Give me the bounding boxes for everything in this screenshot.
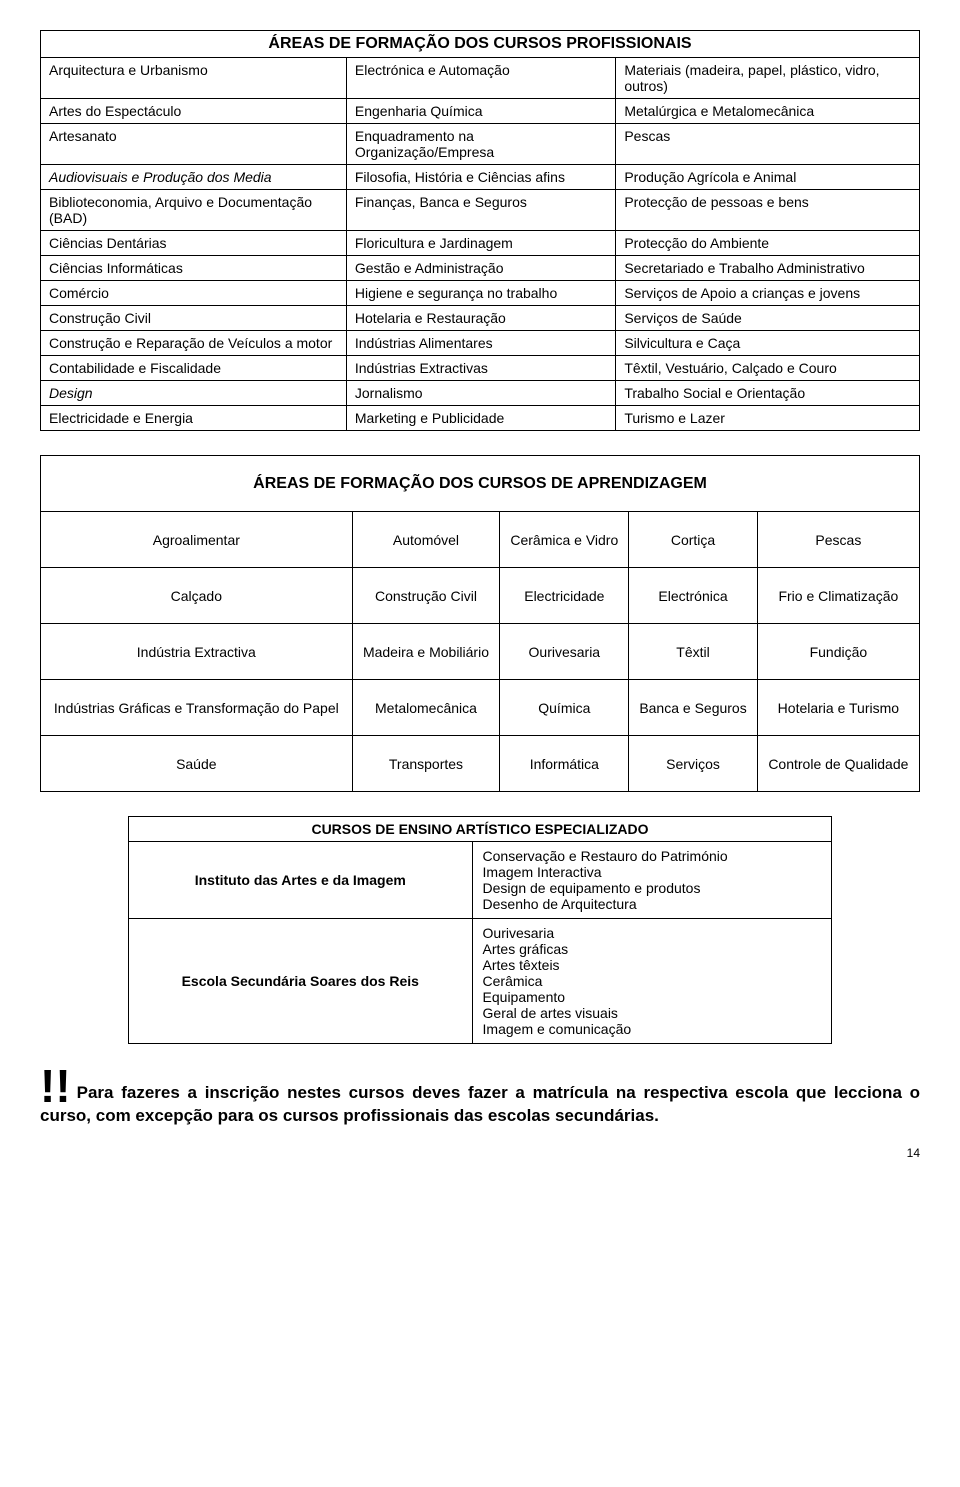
table-cell: Electricidade bbox=[500, 568, 629, 624]
table-row: Artes do EspectáculoEngenharia QuímicaMe… bbox=[41, 99, 920, 124]
table-cell: Enquadramento na Organização/Empresa bbox=[346, 124, 615, 165]
table-cell: Pescas bbox=[616, 124, 920, 165]
table-row: Construção e Reparação de Veículos a mot… bbox=[41, 331, 920, 356]
table-cell: Serviços bbox=[629, 736, 757, 792]
table-row: Indústria ExtractivaMadeira e Mobiliário… bbox=[41, 624, 920, 680]
table-cell: Electrónica e Automação bbox=[346, 58, 615, 99]
table-row: ArtesanatoEnquadramento na Organização/E… bbox=[41, 124, 920, 165]
table-cell: Cerâmica e Vidro bbox=[500, 512, 629, 568]
table-cell: Agroalimentar bbox=[41, 512, 353, 568]
page-number: 14 bbox=[40, 1146, 920, 1160]
table-row: Ciências DentáriasFloricultura e Jardina… bbox=[41, 231, 920, 256]
table-row: AgroalimentarAutomóvelCerâmica e VidroCo… bbox=[41, 512, 920, 568]
table-cell: Têxtil, Vestuário, Calçado e Couro bbox=[616, 356, 920, 381]
table-row: Audiovisuais e Produção dos MediaFilosof… bbox=[41, 165, 920, 190]
table-cell: Indústrias Extractivas bbox=[346, 356, 615, 381]
table-cell: Marketing e Publicidade bbox=[346, 406, 615, 431]
table-cell: Design bbox=[41, 381, 347, 406]
table-cell: Cortiça bbox=[629, 512, 757, 568]
table-artistico: CURSOS DE ENSINO ARTÍSTICO ESPECIALIZADO… bbox=[128, 816, 832, 1044]
table-cell: Comércio bbox=[41, 281, 347, 306]
table-cell: Contabilidade e Fiscalidade bbox=[41, 356, 347, 381]
table-cell: Protecção de pessoas e bens bbox=[616, 190, 920, 231]
table-cell: Construção e Reparação de Veículos a mot… bbox=[41, 331, 347, 356]
table-cell: Turismo e Lazer bbox=[616, 406, 920, 431]
table-row: Arquitectura e UrbanismoElectrónica e Au… bbox=[41, 58, 920, 99]
table-cell: Frio e Climatização bbox=[757, 568, 919, 624]
table-cell: Controle de Qualidade bbox=[757, 736, 919, 792]
table-cell: Ciências Informáticas bbox=[41, 256, 347, 281]
paragraph-text: Para fazeres a inscrição nestes cursos d… bbox=[40, 1083, 920, 1125]
table-cell: Ourivesaria bbox=[500, 624, 629, 680]
table-cell: Construção Civil bbox=[352, 568, 500, 624]
table-cell: Calçado bbox=[41, 568, 353, 624]
table-cell: Electricidade e Energia bbox=[41, 406, 347, 431]
group-items: OurivesariaArtes gráficasArtes têxteisCe… bbox=[472, 919, 831, 1044]
table-cell: Engenharia Química bbox=[346, 99, 615, 124]
table-cell: Biblioteconomia, Arquivo e Documentação … bbox=[41, 190, 347, 231]
table-row: Biblioteconomia, Arquivo e Documentação … bbox=[41, 190, 920, 231]
exclamation-icon: !! bbox=[40, 1068, 71, 1105]
table-cell: Automóvel bbox=[352, 512, 500, 568]
table-row: Escola Secundária Soares dos ReisOurives… bbox=[129, 919, 832, 1044]
table2-title: ÁREAS DE FORMAÇÃO DOS CURSOS DE APRENDIZ… bbox=[41, 456, 920, 512]
table-cell: Madeira e Mobiliário bbox=[352, 624, 500, 680]
table-cell: Metalúrgica e Metalomecânica bbox=[616, 99, 920, 124]
table-cell: Pescas bbox=[757, 512, 919, 568]
table-row: Electricidade e EnergiaMarketing e Publi… bbox=[41, 406, 920, 431]
table-cell: Gestão e Administração bbox=[346, 256, 615, 281]
table-cell: Materiais (madeira, papel, plástico, vid… bbox=[616, 58, 920, 99]
table-cell: Indústrias Gráficas e Transformação do P… bbox=[41, 680, 353, 736]
table-cell: Electrónica bbox=[629, 568, 757, 624]
table-cell: Fundição bbox=[757, 624, 919, 680]
table-cell: Produção Agrícola e Animal bbox=[616, 165, 920, 190]
table-row: Ciências InformáticasGestão e Administra… bbox=[41, 256, 920, 281]
table-cell: Arquitectura e Urbanismo bbox=[41, 58, 347, 99]
table-cell: Têxtil bbox=[629, 624, 757, 680]
table-cell: Construção Civil bbox=[41, 306, 347, 331]
table-cell: Jornalismo bbox=[346, 381, 615, 406]
table-row: Contabilidade e FiscalidadeIndústrias Ex… bbox=[41, 356, 920, 381]
table-row: CalçadoConstrução CivilElectricidadeElec… bbox=[41, 568, 920, 624]
table-cell: Floricultura e Jardinagem bbox=[346, 231, 615, 256]
table-profissionais: ÁREAS DE FORMAÇÃO DOS CURSOS PROFISSIONA… bbox=[40, 30, 920, 431]
table-cell: Higiene e segurança no trabalho bbox=[346, 281, 615, 306]
table-cell: Ciências Dentárias bbox=[41, 231, 347, 256]
table-cell: Filosofia, História e Ciências afins bbox=[346, 165, 615, 190]
table-cell: Silvicultura e Caça bbox=[616, 331, 920, 356]
table-row: Indústrias Gráficas e Transformação do P… bbox=[41, 680, 920, 736]
table-row: Instituto das Artes e da ImagemConservaç… bbox=[129, 842, 832, 919]
table-aprendizagem: ÁREAS DE FORMAÇÃO DOS CURSOS DE APRENDIZ… bbox=[40, 455, 920, 792]
table-row: SaúdeTransportesInformáticaServiçosContr… bbox=[41, 736, 920, 792]
table-cell: Protecção do Ambiente bbox=[616, 231, 920, 256]
table-row: ComércioHigiene e segurança no trabalhoS… bbox=[41, 281, 920, 306]
table-cell: Indústria Extractiva bbox=[41, 624, 353, 680]
table-cell: Indústrias Alimentares bbox=[346, 331, 615, 356]
group-label: Escola Secundária Soares dos Reis bbox=[129, 919, 473, 1044]
table-cell: Finanças, Banca e Seguros bbox=[346, 190, 615, 231]
table-cell: Serviços de Saúde bbox=[616, 306, 920, 331]
table-cell: Trabalho Social e Orientação bbox=[616, 381, 920, 406]
table-cell: Secretariado e Trabalho Administrativo bbox=[616, 256, 920, 281]
table-row: DesignJornalismoTrabalho Social e Orient… bbox=[41, 381, 920, 406]
table-cell: Hotelaria e Restauração bbox=[346, 306, 615, 331]
table-cell: Química bbox=[500, 680, 629, 736]
table-cell: Audiovisuais e Produção dos Media bbox=[41, 165, 347, 190]
table3-title: CURSOS DE ENSINO ARTÍSTICO ESPECIALIZADO bbox=[129, 817, 832, 842]
table-cell: Artesanato bbox=[41, 124, 347, 165]
table1-title: ÁREAS DE FORMAÇÃO DOS CURSOS PROFISSIONA… bbox=[41, 31, 920, 58]
table-cell: Transportes bbox=[352, 736, 500, 792]
group-label: Instituto das Artes e da Imagem bbox=[129, 842, 473, 919]
table-row: Construção CivilHotelaria e RestauraçãoS… bbox=[41, 306, 920, 331]
footer-paragraph: !!Para fazeres a inscrição nestes cursos… bbox=[40, 1068, 920, 1128]
table-cell: Saúde bbox=[41, 736, 353, 792]
table-cell: Informática bbox=[500, 736, 629, 792]
table-cell: Banca e Seguros bbox=[629, 680, 757, 736]
table-cell: Serviços de Apoio a crianças e jovens bbox=[616, 281, 920, 306]
group-items: Conservação e Restauro do PatrimónioImag… bbox=[472, 842, 831, 919]
table-cell: Hotelaria e Turismo bbox=[757, 680, 919, 736]
table-cell: Artes do Espectáculo bbox=[41, 99, 347, 124]
table-cell: Metalomecânica bbox=[352, 680, 500, 736]
